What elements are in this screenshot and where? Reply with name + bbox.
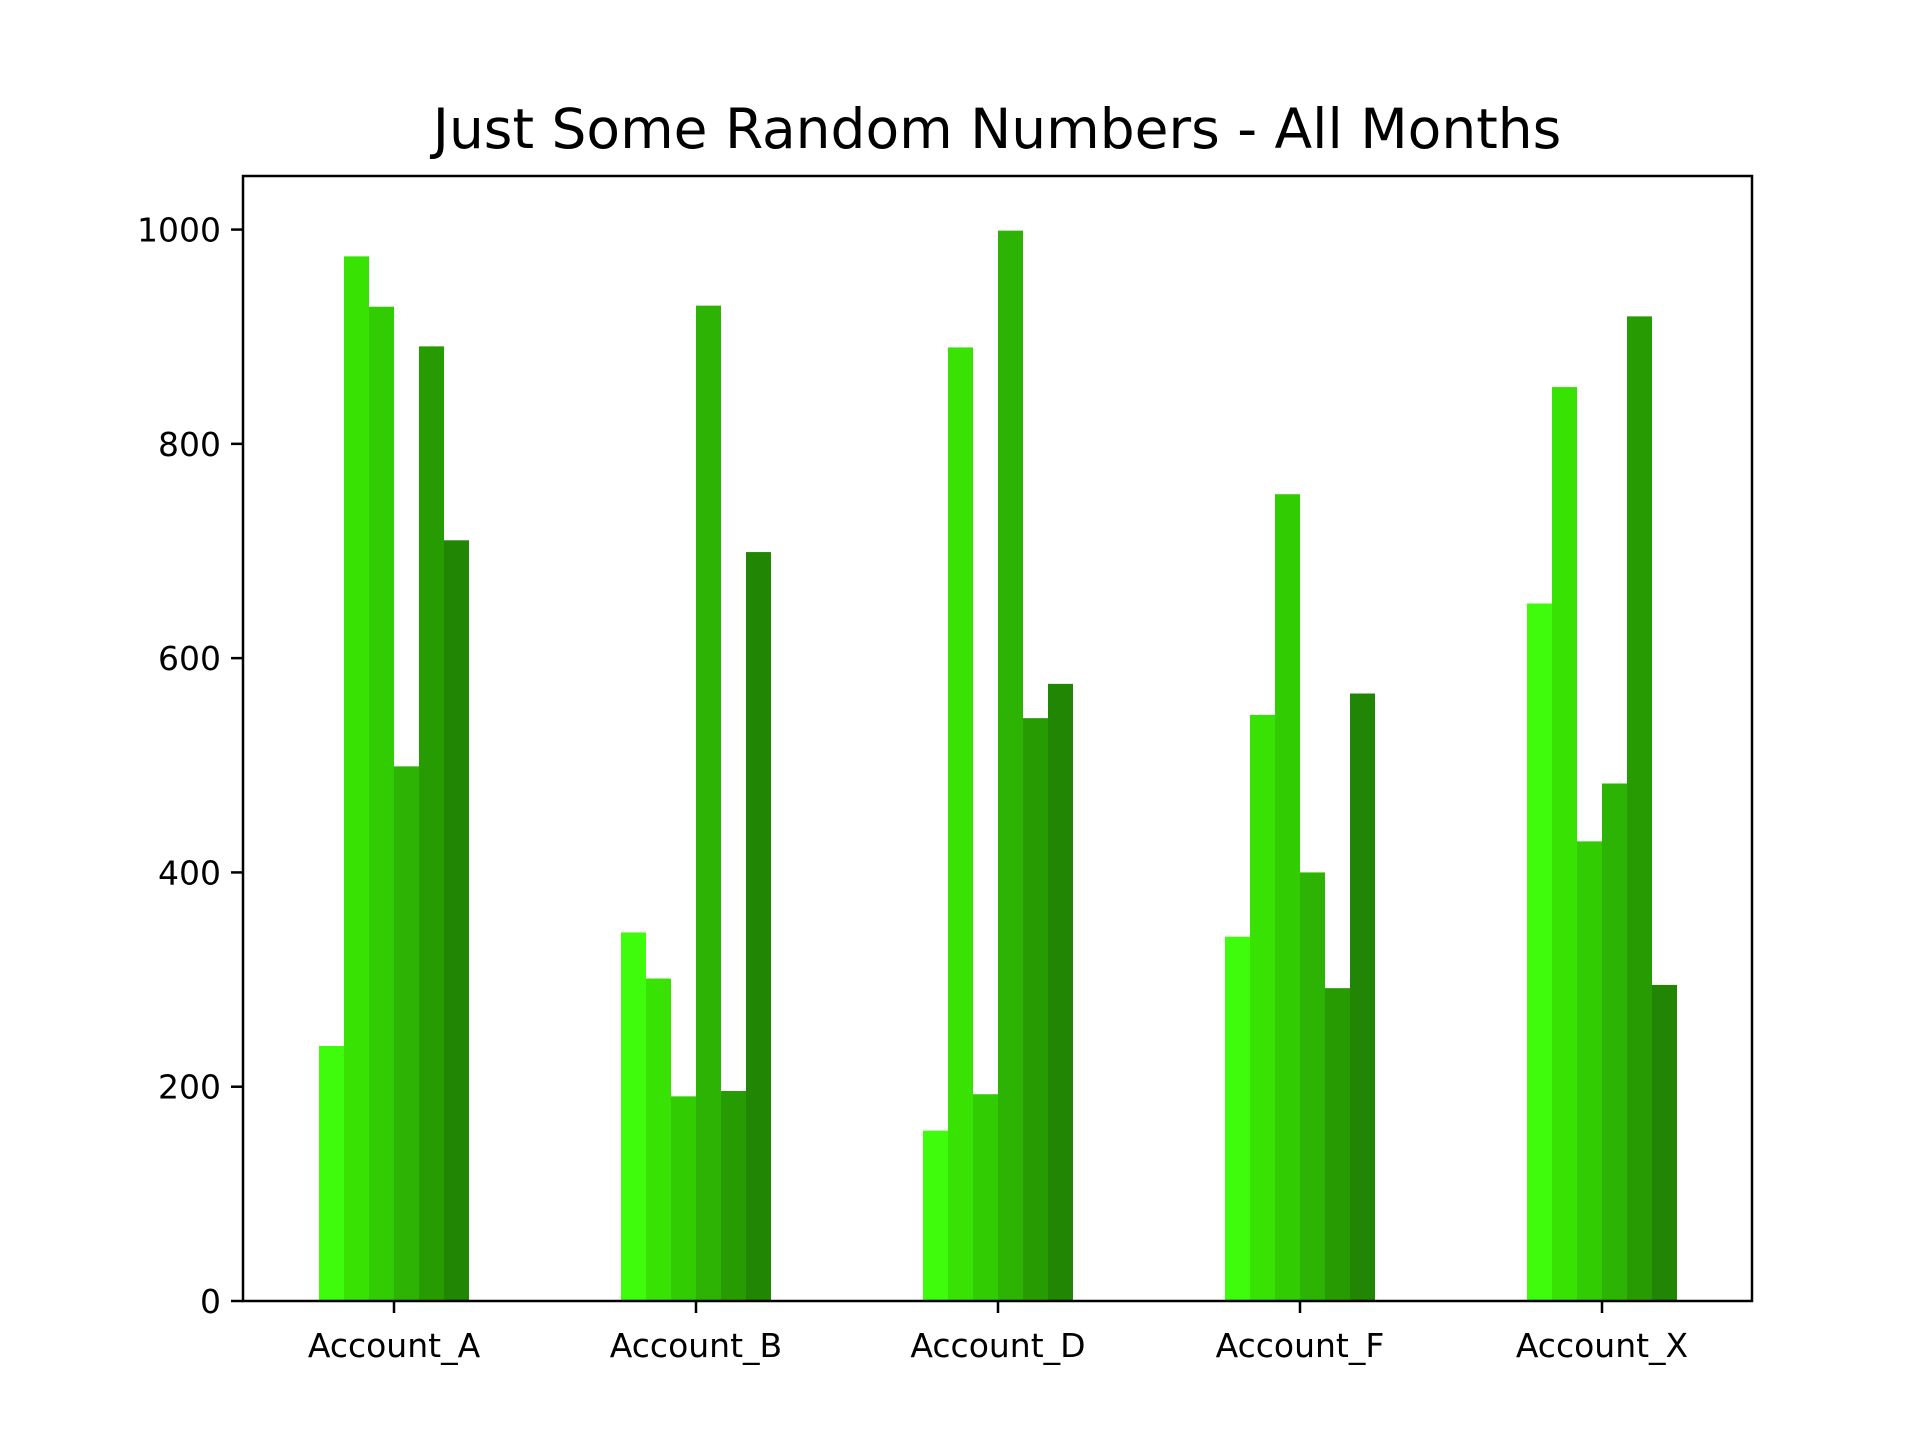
x-tick-label: Account_B	[610, 1326, 782, 1365]
x-tick-label: Account_D	[910, 1326, 1085, 1365]
bar-Account_F-series-1	[1225, 936, 1250, 1301]
bar-Account_B-series-6	[746, 552, 771, 1301]
bar-Account_X-series-3	[1577, 841, 1602, 1301]
bar-Account_A-series-5	[419, 346, 444, 1301]
x-tick-label: Account_F	[1216, 1326, 1385, 1365]
x-tick-label: Account_A	[308, 1326, 481, 1365]
bar-Account_A-series-2	[344, 256, 369, 1301]
bar-Account_X-series-5	[1627, 316, 1652, 1301]
bar-Account_X-series-1	[1527, 603, 1552, 1301]
bar-Account_A-series-3	[369, 306, 394, 1301]
bar-Account_D-series-6	[1048, 683, 1073, 1301]
chart-title: Just Some Random Numbers - All Months	[430, 97, 1562, 161]
axis-layer: 0 200 400 600 800 1000 Account_A Account_B Accou…	[137, 211, 1688, 1365]
bar-Account_D-series-1	[923, 1130, 948, 1301]
bar-Account_X-series-2	[1552, 387, 1577, 1302]
bar-Account_A-series-6	[444, 540, 469, 1301]
y-tick-label: 600	[158, 639, 221, 678]
y-tick-label: 800	[158, 425, 221, 464]
bar-Account_X-series-6	[1652, 984, 1677, 1301]
y-tick-label: 200	[158, 1068, 221, 1107]
y-tick-label: 1000	[137, 211, 221, 250]
bar-Account_A-series-4	[394, 766, 419, 1301]
bar-Account_F-series-2	[1250, 714, 1275, 1301]
y-tick-label: 0	[200, 1282, 221, 1321]
x-tick-label: Account_X	[1516, 1326, 1688, 1365]
bar-Account_X-series-4	[1602, 783, 1627, 1301]
bars-layer	[319, 230, 1677, 1302]
bar-Account_F-series-6	[1350, 693, 1375, 1301]
y-tick-label: 400	[158, 853, 221, 892]
bar-Account_F-series-3	[1275, 494, 1300, 1301]
bar-Account_F-series-5	[1325, 988, 1350, 1301]
bar-Account_F-series-4	[1300, 872, 1325, 1301]
bar-Account_D-series-5	[1023, 718, 1048, 1301]
bar-Account_B-series-3	[671, 1096, 696, 1301]
bar-Account_B-series-4	[696, 305, 721, 1302]
bar-Account_B-series-1	[621, 932, 646, 1301]
bar-Account_A-series-1	[319, 1046, 344, 1301]
bar-Account_B-series-2	[646, 978, 671, 1301]
bar-Account_D-series-4	[998, 230, 1023, 1302]
bar-Account_D-series-3	[973, 1094, 998, 1301]
bar-Account_D-series-2	[948, 347, 973, 1301]
bar-Account_B-series-5	[721, 1091, 746, 1301]
